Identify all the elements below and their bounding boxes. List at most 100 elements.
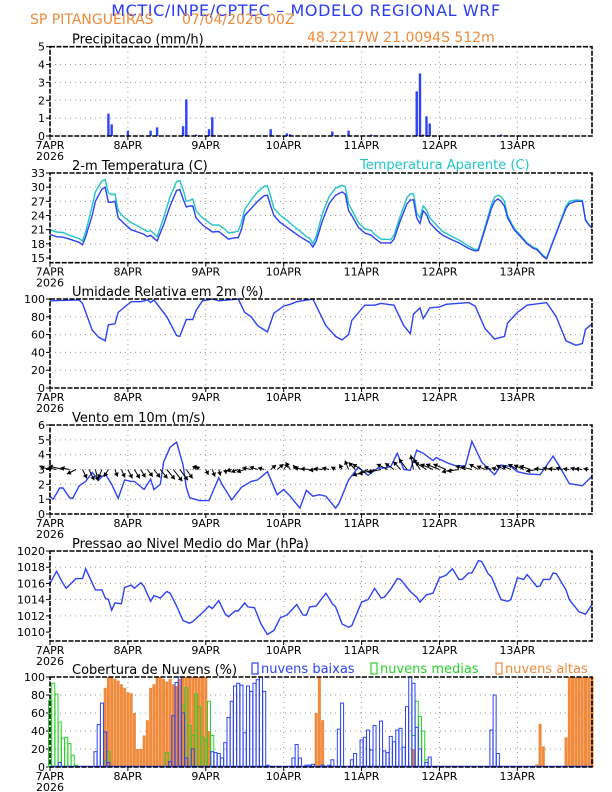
precipitation-year-label: 2026: [36, 150, 64, 163]
precipitation-panel: 0 1 2 3 4 5 7APR 8APR 9APR 10APR 11APR 12APR 13APR 20…: [36, 33, 593, 163]
cloud-cover-bar-1: [64, 736, 69, 768]
wind-vector-head: [97, 473, 103, 479]
cloud-cover-bar-2: [392, 741, 397, 768]
wind-vector-arrow: [66, 469, 77, 475]
cloud-cover-bar-2: [213, 752, 218, 768]
cloud-cover-bar-2: [223, 742, 228, 768]
precipitation-ytick-label: 1: [38, 112, 45, 125]
wind-vector-head: [177, 476, 183, 482]
wind-vector-head: [583, 466, 588, 472]
wind-vector-arrow: [570, 466, 576, 472]
precipitation-bar-0: [428, 123, 431, 136]
station-location: 48.2217W 21.0094S 512m: [307, 30, 495, 46]
wind-vector-arrow: [484, 465, 492, 471]
precipitation-bar-0: [110, 124, 113, 136]
cloud-cover-bar-2: [366, 729, 371, 768]
run-datetime: 07/04/2026 00Z: [182, 12, 295, 28]
wind-vector-head: [484, 465, 489, 471]
wind-vector-head: [155, 472, 161, 478]
cloud-cover-bar-1: [70, 754, 75, 768]
cloud-cover-bar-0: [314, 713, 318, 767]
wind-vector-arrow: [476, 465, 486, 470]
cloud-cover-bar-0: [571, 677, 575, 767]
wind-vector-head: [367, 468, 372, 474]
legend-apparent-temperature: Temperatura Aparente (C): [359, 158, 530, 173]
precipitation-xtick-label: 12APR: [422, 139, 458, 152]
temperature-ytick-label: 24: [31, 209, 45, 222]
wind-vector-arrow: [414, 461, 427, 470]
precipitation-title: Precipitacao (mm/h): [72, 33, 204, 48]
wind-vector-arrow: [226, 467, 232, 473]
wind-vector-head: [242, 466, 247, 471]
wind-vector-head: [294, 466, 299, 471]
cloud-cover-bar-0: [535, 764, 539, 767]
cloud-cover-bar-2: [382, 750, 387, 768]
humidity-xtick-label: 7APR: [36, 391, 65, 404]
wind-vector-head: [141, 472, 146, 478]
wind-vector-arrow: [82, 469, 88, 479]
wind-vector-head: [60, 466, 65, 471]
cloud-cover-bar-0: [113, 678, 117, 767]
wind-vector-head: [501, 465, 507, 470]
wind-vector-arrow: [257, 466, 265, 472]
wind-series-line-0: [49, 439, 593, 510]
humidity-ytick-label: 80: [31, 311, 45, 324]
cloud-cover-bar-2: [379, 720, 384, 768]
wind-ytick-label: 4: [38, 449, 45, 462]
wind-vector-arrow: [384, 462, 395, 470]
wind-vector-arrow: [344, 460, 350, 470]
cloud-cover-bar-2: [255, 679, 260, 768]
wind-vector-arrow: [338, 463, 344, 470]
cloud-cover-bar-2: [369, 749, 374, 768]
wind-vector-head: [425, 463, 431, 468]
temperature-title: 2-m Temperatura (C): [72, 159, 208, 174]
temperature-ytick-label: 18: [31, 238, 45, 251]
pressure-xtick-label: 9APR: [191, 644, 220, 657]
cloud-cover-bar-2: [388, 735, 393, 768]
wind-vector-head: [491, 466, 497, 472]
humidity-xtick-label: 11APR: [344, 391, 380, 404]
wind-vector-head: [188, 473, 193, 479]
wind-vector-arrow: [501, 465, 512, 470]
temperature-xtick-label: 12APR: [422, 266, 458, 279]
humidity-xtick-label: 8APR: [113, 391, 142, 404]
cloud-cover-bar-2: [427, 756, 432, 768]
wind-vector-head: [90, 475, 95, 481]
wind-vector-arrow: [321, 466, 330, 472]
cloud-cover-xtick-label: 11APR: [344, 770, 380, 783]
precipitation-bar-0: [285, 133, 289, 136]
wind-vector-arrow: [460, 465, 473, 471]
wind-vector-head: [183, 475, 188, 481]
wind-vector-head: [249, 465, 255, 471]
temperature-xtick-label: 10APR: [266, 266, 302, 279]
wind-vector-arrow: [555, 466, 563, 472]
wind-vector-head: [534, 466, 539, 472]
cloud-cover-bar-0: [165, 681, 169, 767]
cloud-cover-bar-2: [236, 682, 241, 768]
cloud-cover-bar-2: [226, 717, 231, 768]
cloud-cover-bar-2: [96, 724, 101, 768]
cloud-cover-bar-0: [178, 678, 182, 767]
cloud-cover-bar-0: [158, 677, 162, 767]
wind-vector-arrow: [420, 463, 434, 470]
precipitation-bar-0: [418, 73, 422, 136]
wind-vector-arrow: [185, 469, 194, 479]
humidity-frame: [49, 298, 593, 389]
wind-vector-head: [170, 474, 175, 480]
wind-vector-head: [441, 468, 447, 474]
cloud-cover-bar-0: [116, 680, 120, 767]
wind-vector-arrow: [195, 465, 201, 471]
precipitation-xtick-label: 9APR: [191, 139, 220, 152]
cloud-cover-bar-0: [538, 723, 542, 767]
wind-vector-arrow: [236, 468, 245, 474]
wind-vector-arrow: [270, 464, 277, 470]
precipitation-ytick-label: 5: [38, 41, 45, 54]
wind-ytick-label: 0: [38, 508, 45, 521]
wind-vector-head: [548, 466, 553, 472]
cloud-cover-bar-0: [191, 677, 195, 767]
cloud-cover-year-label: 2026: [36, 781, 64, 792]
wind-vector-arrow: [330, 466, 336, 472]
precipitation-ytick-label: 0: [38, 130, 45, 143]
cloud-cover-bar-0: [145, 720, 149, 767]
